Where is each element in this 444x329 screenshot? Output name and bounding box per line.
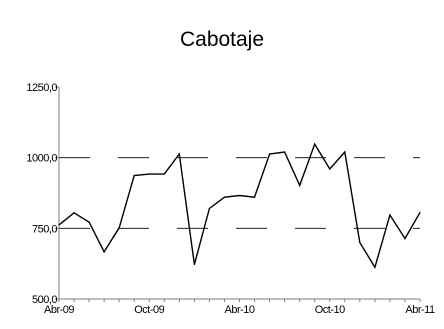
grid-lines (59, 158, 420, 229)
data-point (254, 197, 255, 198)
x-tick-label: Abr-10 (224, 304, 254, 316)
data-point (299, 185, 300, 186)
data-point (164, 173, 165, 174)
x-tick-label: Abr-11 (405, 304, 435, 316)
y-tick-label: 750,0 (32, 223, 57, 235)
data-point (224, 197, 225, 198)
x-tick-label: Oct-09 (134, 304, 164, 316)
series-line (59, 144, 420, 267)
data-point (329, 168, 330, 169)
data-point (134, 175, 135, 176)
data-point (194, 264, 195, 265)
data-point (344, 151, 345, 152)
data-point (404, 238, 405, 239)
data-point (179, 153, 180, 154)
data-point (389, 214, 390, 215)
data-point (359, 242, 360, 243)
series (58, 143, 420, 267)
data-point (284, 151, 285, 152)
x-tick-label: Abr-09 (44, 304, 74, 316)
data-point (88, 222, 89, 223)
data-point (269, 153, 270, 154)
data-point (374, 267, 375, 268)
data-point (239, 195, 240, 196)
data-point (73, 212, 74, 213)
data-point (58, 224, 59, 225)
data-point (119, 227, 120, 228)
data-point (419, 212, 420, 213)
x-tick-label: Oct-10 (315, 304, 345, 316)
data-point (314, 143, 315, 144)
data-point (209, 208, 210, 209)
y-tick-label: 1250,0 (26, 82, 57, 94)
x-tick-labels: Abr-09 Oct-09 Abr-10 Oct-10 Abr-11 (44, 304, 435, 316)
y-tick-label: 1000,0 (26, 153, 57, 165)
data-point (149, 173, 150, 174)
axes (55, 87, 420, 302)
data-point (104, 251, 105, 252)
